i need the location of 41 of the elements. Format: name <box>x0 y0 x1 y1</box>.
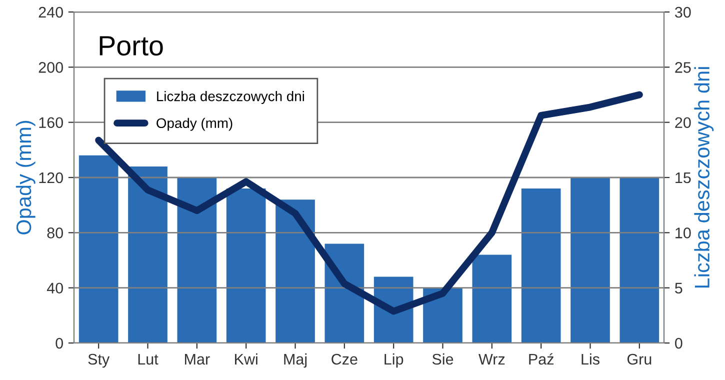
x-tick-label: Sty <box>88 354 110 368</box>
legend-label: Liczba deszczowych dni <box>157 91 304 104</box>
x-tick-label: Mar <box>185 354 210 365</box>
x-tick-label: Kwi <box>235 353 258 364</box>
bar <box>472 254 512 343</box>
x-tick-label: Paź <box>529 353 554 365</box>
x-tick-label: Cze <box>332 354 358 365</box>
y2-tick-label: 20 <box>675 117 691 128</box>
y2-tick-label: 15 <box>676 172 691 184</box>
y-tick-label: 120 <box>39 172 63 184</box>
x-tick-label: Lis <box>582 353 600 365</box>
y2-tick-label: 10 <box>676 228 691 238</box>
text: Porto <box>100 36 163 56</box>
bar <box>226 188 266 343</box>
bar <box>177 178 217 343</box>
x-tick-label: Wrz <box>478 354 505 364</box>
y-tick-label: 0 <box>56 338 63 349</box>
y2-tick-label: 0 <box>675 338 682 349</box>
y2-tick-label: 30 <box>675 6 691 18</box>
bar <box>521 188 561 343</box>
bar <box>276 200 315 343</box>
y2-tick-label: 25 <box>675 62 691 73</box>
legend-label: Opady (mm) <box>156 118 232 131</box>
y-tick-label: 80 <box>47 228 63 238</box>
y-axis-title: Opady (mm) <box>16 120 36 234</box>
x-tick-label: Sie <box>432 353 454 365</box>
x-tick-label: Maj <box>284 353 307 368</box>
x-tick-label: Gru <box>627 354 652 365</box>
x-tick-label: Lip <box>384 353 404 368</box>
x-tick-label: Lut <box>138 354 158 365</box>
y-tick-label: 40 <box>46 282 63 294</box>
bar <box>78 155 118 343</box>
bar <box>423 288 462 343</box>
y-tick-label: 160 <box>39 117 63 128</box>
bar <box>570 178 610 343</box>
y-tick-label: 200 <box>38 62 63 73</box>
y2-tick-label: 5 <box>675 282 682 294</box>
bar <box>620 178 660 343</box>
y2-axis-title: Liczba deszczowych dni <box>694 67 714 288</box>
y-tick-label: 240 <box>38 6 63 18</box>
bar <box>128 166 168 343</box>
